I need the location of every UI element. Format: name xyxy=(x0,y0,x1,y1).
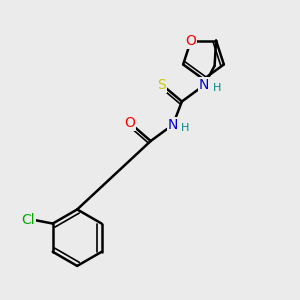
Text: S: S xyxy=(158,77,166,92)
Text: N: N xyxy=(199,78,209,92)
Text: H: H xyxy=(212,83,221,93)
Text: N: N xyxy=(168,118,178,132)
Text: O: O xyxy=(185,34,197,47)
Text: Cl: Cl xyxy=(22,213,35,227)
Text: H: H xyxy=(181,123,190,133)
Text: O: O xyxy=(124,116,135,130)
